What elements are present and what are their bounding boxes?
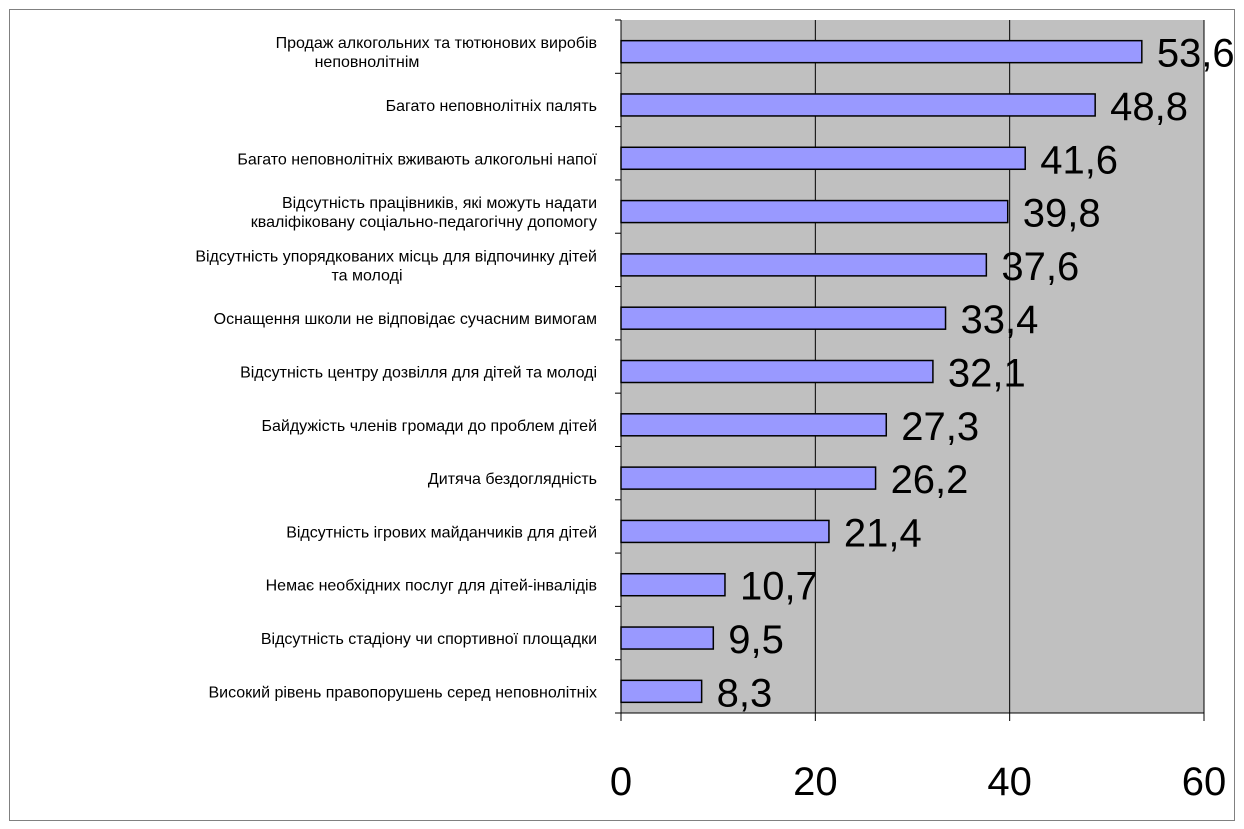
category-label-8: Байдужість членів громади до проблем діт…: [261, 418, 597, 435]
category-label-4-line-1: Відсутність працівників, які можуть нада…: [282, 195, 597, 212]
bar-7: [620, 359, 934, 384]
category-label-3: Багато неповнолітніх вживають алкогольні…: [237, 151, 597, 168]
value-label-7: 32,1: [948, 352, 1026, 396]
bar-12: [620, 626, 715, 650]
bars: [620, 39, 1143, 704]
value-label-3: 41,6: [1040, 138, 1118, 182]
value-label-4: 39,8: [1023, 192, 1101, 236]
category-label-4-line-2: кваліфіковану соціально-педагогічну допо…: [251, 214, 597, 231]
bar-5: [620, 253, 988, 277]
value-label-13: 8,3: [717, 671, 773, 715]
value-label-12: 9,5: [728, 618, 784, 662]
bar-8: [620, 413, 888, 437]
category-label-7: Відсутність центру дозвілля для дітей та…: [240, 365, 597, 382]
category-label-1-line-1: Продаж алкогольних та тютюнових виробів: [276, 35, 597, 52]
category-label-9: Дитяча бездоглядність: [428, 471, 597, 488]
bar-4: [620, 199, 1009, 224]
category-label-13: Високий рівень правопорушень серед непов…: [208, 684, 597, 701]
category-label-1-line-2: неповнолітнім: [315, 54, 420, 71]
value-label-9: 26,2: [891, 458, 969, 502]
category-label-10: Відсутність ігрових майданчиків для діте…: [286, 524, 597, 541]
x-tick-label-20: 20: [793, 760, 838, 804]
value-label-1: 53,6: [1157, 32, 1235, 76]
category-label-12: Відсутність стадіону чи спортивної площа…: [261, 631, 597, 648]
x-tick-label-40: 40: [987, 760, 1032, 804]
category-label-2: Багато неповнолітніх палять: [386, 98, 597, 115]
bar-2: [620, 93, 1096, 117]
category-label-6: Оснащення школи не відповідає сучасним в…: [214, 311, 597, 328]
bar-1: [620, 39, 1143, 64]
x-tick-label-60: 60: [1182, 760, 1227, 804]
x-tick-label-0: 0: [610, 760, 632, 804]
bar-9: [620, 466, 877, 490]
value-label-11: 10,7: [740, 565, 818, 609]
bar-11: [620, 572, 726, 597]
bar-13: [620, 679, 703, 704]
value-label-10: 21,4: [844, 511, 922, 555]
value-label-8: 27,3: [901, 405, 979, 449]
bar-6: [620, 306, 947, 330]
value-label-5: 37,6: [1001, 245, 1079, 289]
category-label-5-line-2: та молоді: [332, 267, 403, 284]
x-axis: 0 20 40 60: [610, 19, 1227, 804]
value-labels: 53,6 48,8 41,6 39,8 37,6 33,4 32,1 27,3 26,2 21,4…: [717, 32, 1235, 716]
category-label-11: Немає необхідних послуг для дітей-інвалі…: [266, 578, 597, 595]
category-labels: Продаж алкогольних та тютюнових виробів н…: [195, 35, 597, 701]
value-label-2: 48,8: [1110, 85, 1188, 129]
bar-3: [620, 146, 1026, 171]
category-label-5-line-1: Відсутність упорядкованих місць для відп…: [195, 248, 597, 265]
bar-10: [620, 519, 830, 544]
value-label-6: 33,4: [961, 298, 1039, 342]
